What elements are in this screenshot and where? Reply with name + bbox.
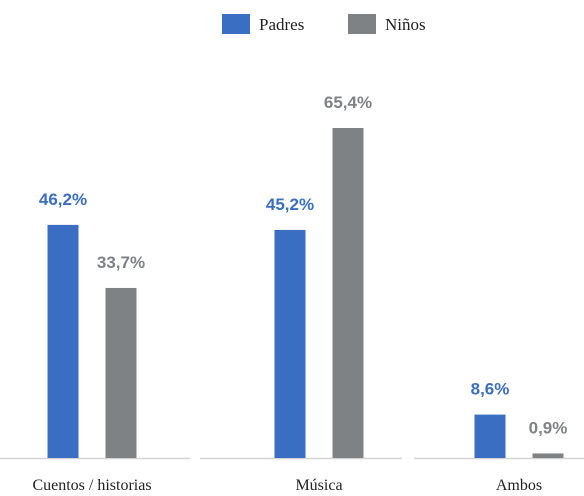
- bar-ninos-2: [332, 128, 364, 458]
- category-label-1: Cuentos / historias: [32, 477, 151, 494]
- value-labels: 46,2% 33,7% 45,2% 65,4% 8,6% 0,9%: [39, 93, 567, 437]
- bar-padres-3: [474, 414, 506, 458]
- legend-swatch-ninos: [348, 14, 376, 34]
- bar-ninos-1: [105, 287, 137, 458]
- legend: Padres Niños: [222, 14, 426, 34]
- category-label-2: Música: [295, 477, 342, 494]
- legend-label-ninos: Niños: [385, 15, 426, 34]
- bar-padres-2: [274, 229, 306, 458]
- value-label-ninos-2: 65,4%: [324, 93, 372, 112]
- value-label-padres-1: 46,2%: [39, 190, 87, 209]
- legend-label-padres: Padres: [259, 15, 304, 34]
- value-label-ninos-3: 0,9%: [529, 418, 568, 437]
- category-label-3: Ambos: [496, 477, 542, 494]
- legend-swatch-padres: [222, 14, 250, 34]
- bar-padres-1: [47, 224, 79, 458]
- bar-ninos-3: [532, 453, 564, 458]
- category-labels: Cuentos / historias Música Ambos: [32, 477, 542, 494]
- value-label-ninos-1: 33,7%: [97, 253, 145, 272]
- value-label-padres-2: 45,2%: [266, 195, 314, 214]
- value-label-padres-3: 8,6%: [471, 380, 510, 399]
- bars: [47, 128, 564, 458]
